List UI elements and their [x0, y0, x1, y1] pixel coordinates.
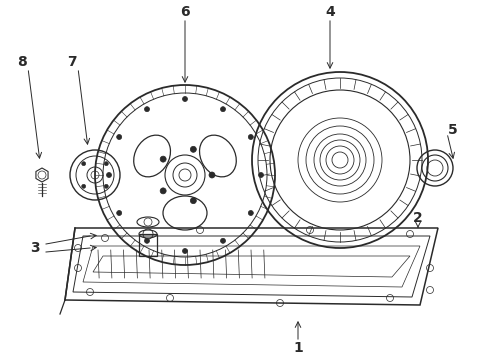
Circle shape [104, 162, 108, 166]
Circle shape [182, 248, 188, 253]
Bar [139, 234, 157, 256]
Circle shape [104, 184, 108, 188]
Text: 8: 8 [17, 55, 27, 69]
Circle shape [82, 162, 86, 166]
Text: 3: 3 [30, 241, 40, 255]
Circle shape [220, 107, 225, 112]
Circle shape [259, 172, 264, 177]
Text: 6: 6 [180, 5, 190, 19]
Circle shape [145, 238, 149, 243]
Circle shape [117, 135, 122, 140]
Text: 5: 5 [448, 123, 458, 137]
Circle shape [220, 238, 225, 243]
Text: 2: 2 [413, 211, 423, 225]
Text: 4: 4 [325, 5, 335, 19]
Circle shape [248, 211, 253, 216]
Circle shape [160, 188, 166, 194]
Circle shape [209, 172, 215, 178]
Circle shape [117, 211, 122, 216]
Circle shape [145, 107, 149, 112]
Text: 1: 1 [293, 341, 303, 355]
Circle shape [182, 96, 188, 102]
Circle shape [160, 156, 166, 162]
Circle shape [190, 146, 196, 152]
Circle shape [248, 135, 253, 139]
Circle shape [82, 184, 86, 188]
Text: 7: 7 [67, 55, 77, 69]
Circle shape [190, 198, 196, 204]
Circle shape [106, 172, 112, 177]
